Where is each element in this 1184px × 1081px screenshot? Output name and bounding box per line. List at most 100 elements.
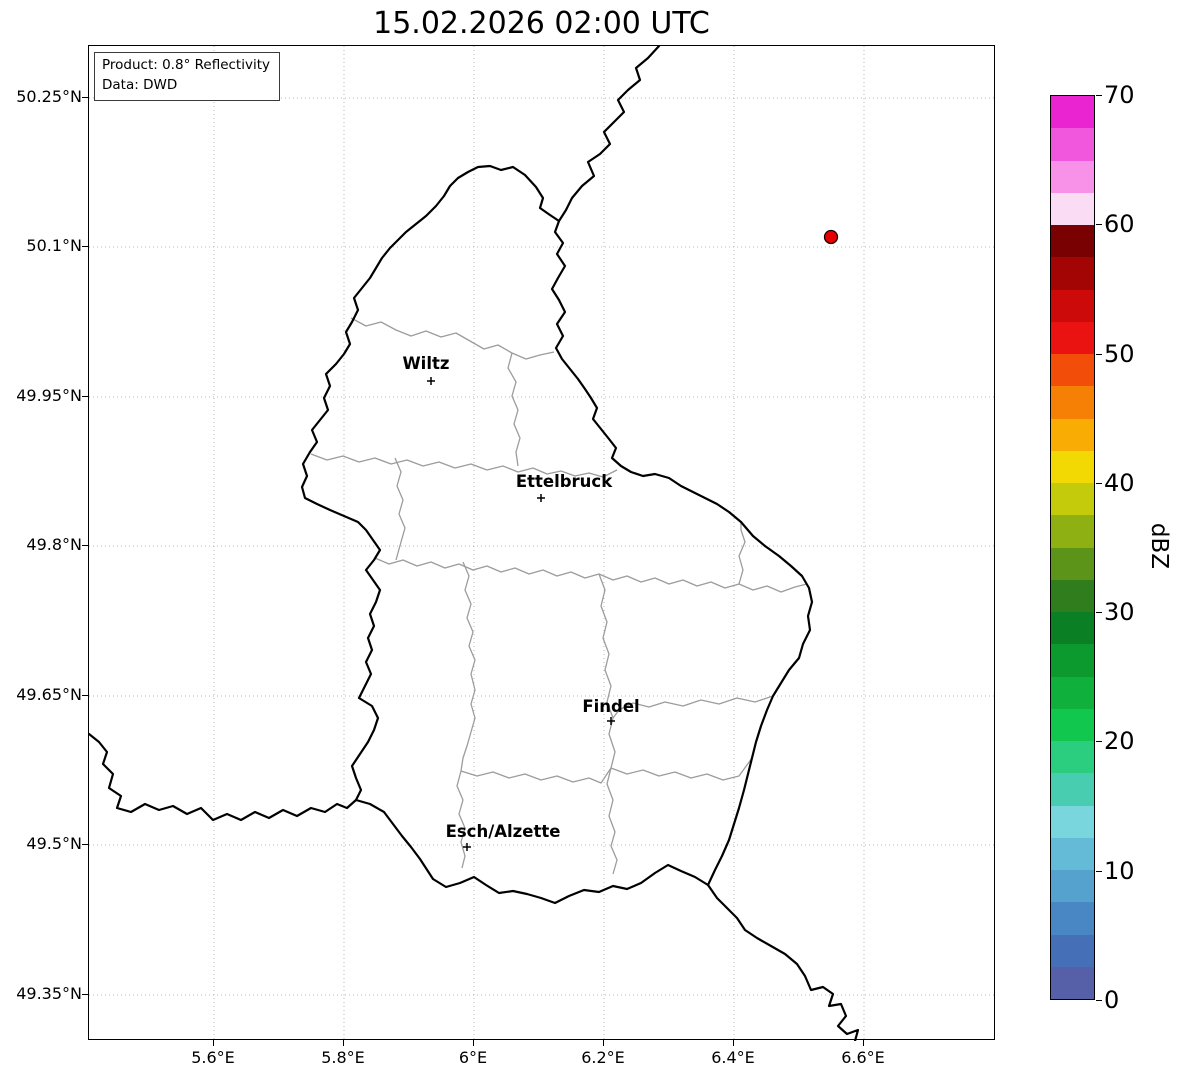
figure-title: 15.02.2026 02:00 UTC <box>373 6 710 41</box>
colorbar-band <box>1051 805 1094 838</box>
colorbar-band <box>1051 579 1094 612</box>
canton-border <box>350 317 555 360</box>
city-marker <box>427 377 435 385</box>
colorbar-band <box>1051 289 1094 322</box>
france-germany-border <box>706 883 860 1041</box>
y-tick-label: 49.5°N <box>26 834 82 853</box>
y-tick-mark <box>82 396 88 397</box>
colorbar-tick-label: 40 <box>1104 468 1135 497</box>
colorbar-band <box>1051 644 1094 677</box>
x-tick-mark <box>343 1040 344 1046</box>
colorbar-band <box>1051 160 1094 193</box>
y-tick-label: 49.35°N <box>16 984 82 1003</box>
city-label: Ettelbruck <box>516 472 613 491</box>
colorbar-band <box>1051 934 1094 967</box>
colorbar-band <box>1051 966 1094 999</box>
colorbar-band <box>1051 741 1094 774</box>
map-canvas: Wiltz Ettelbruck Findel Esch/Alzette <box>89 46 996 1041</box>
product-legend: Product: 0.8° Reflectivity Data: DWD <box>94 52 280 102</box>
city-markers: Wiltz Ettelbruck Findel Esch/Alzette <box>402 354 640 851</box>
canton-border <box>310 453 618 478</box>
colorbar-band <box>1051 547 1094 580</box>
y-tick-label: 49.8°N <box>26 535 82 554</box>
colorbar-band <box>1051 837 1094 870</box>
colorbar-tick-label: 20 <box>1104 727 1135 756</box>
colorbar-band <box>1051 450 1094 483</box>
city-marker <box>607 717 615 725</box>
radar-site-dot <box>823 229 839 245</box>
x-tick-label: 6.6°E <box>841 1048 885 1067</box>
x-tick-label: 6.4°E <box>711 1048 755 1067</box>
colorbar-band <box>1051 96 1094 129</box>
map-plot-area: Wiltz Ettelbruck Findel Esch/Alzette Produc… <box>88 45 996 1041</box>
colorbar-tick-mark <box>1096 1000 1102 1001</box>
colorbar-band <box>1051 515 1094 548</box>
colorbar-band <box>1051 483 1094 516</box>
x-tick-mark <box>603 1040 604 1046</box>
y-tick-mark <box>82 97 88 98</box>
canton-border <box>612 695 774 719</box>
x-tick-label: 6°E <box>458 1048 488 1067</box>
canton-border <box>394 457 406 561</box>
x-tick-mark <box>733 1040 734 1046</box>
canton-border <box>606 767 618 875</box>
y-tick-mark <box>82 695 88 696</box>
colorbar-tick-mark <box>1096 741 1102 743</box>
colorbar-band <box>1051 676 1094 709</box>
colorbar-tick-mark <box>1096 482 1102 484</box>
country-borders <box>89 46 860 1041</box>
colorbar-band <box>1051 354 1094 387</box>
canton-border <box>598 573 616 769</box>
colorbar-band <box>1051 870 1094 903</box>
canton-border <box>456 770 466 869</box>
colorbar-tick-label: 70 <box>1104 81 1135 109</box>
radar-site-marker <box>823 229 839 245</box>
colorbar-tick-label: 30 <box>1104 598 1135 627</box>
colorbar-band <box>1051 418 1094 451</box>
colorbar-band <box>1051 321 1094 354</box>
colorbar-tick-mark <box>1096 870 1102 872</box>
x-tick-label: 6.2°E <box>581 1048 625 1067</box>
colorbar-band <box>1051 902 1094 935</box>
colorbar-tick-mark <box>1096 95 1102 96</box>
x-tick-mark <box>473 1040 474 1046</box>
colorbar-bands <box>1051 96 1094 999</box>
colorbar-tick-mark <box>1096 224 1102 226</box>
x-tick-label: 5.6°E <box>191 1048 235 1067</box>
colorbar-band <box>1051 708 1094 741</box>
colorbar-band <box>1051 257 1094 290</box>
y-tick-label: 50.25°N <box>16 87 82 106</box>
canton-borders <box>310 317 808 875</box>
y-tick-mark <box>82 545 88 546</box>
canton-border <box>738 522 746 585</box>
y-tick-label: 50.1°N <box>26 236 82 255</box>
x-tick-mark <box>213 1040 214 1046</box>
canton-border <box>460 757 753 784</box>
luxembourg-border <box>300 164 814 905</box>
colorbar-tick-label: 10 <box>1104 856 1135 885</box>
colorbar-band <box>1051 192 1094 225</box>
city-label: Esch/Alzette <box>446 822 561 841</box>
colorbar-band <box>1051 612 1094 645</box>
city-label: Findel <box>582 697 639 716</box>
canton-border <box>507 352 521 467</box>
colorbar <box>1050 95 1095 1000</box>
city-marker <box>537 494 545 502</box>
city-label: Wiltz <box>402 354 449 373</box>
canton-border <box>460 561 476 772</box>
colorbar-tick-mark <box>1096 612 1102 614</box>
y-tick-label: 49.65°N <box>16 685 82 704</box>
legend-data-line: Data: DWD <box>102 76 178 93</box>
colorbar-band <box>1051 386 1094 419</box>
colorbar-band <box>1051 773 1094 806</box>
belgium-germany-border <box>557 46 661 223</box>
canton-border <box>374 557 808 593</box>
colorbar-band <box>1051 128 1094 161</box>
legend-product-line: Product: 0.8° Reflectivity <box>102 57 270 73</box>
city-marker <box>463 843 471 851</box>
colorbar-tick-mark <box>1096 353 1102 355</box>
y-tick-mark <box>82 246 88 247</box>
y-tick-mark <box>82 994 88 995</box>
colorbar-tick-label: 60 <box>1104 210 1135 239</box>
